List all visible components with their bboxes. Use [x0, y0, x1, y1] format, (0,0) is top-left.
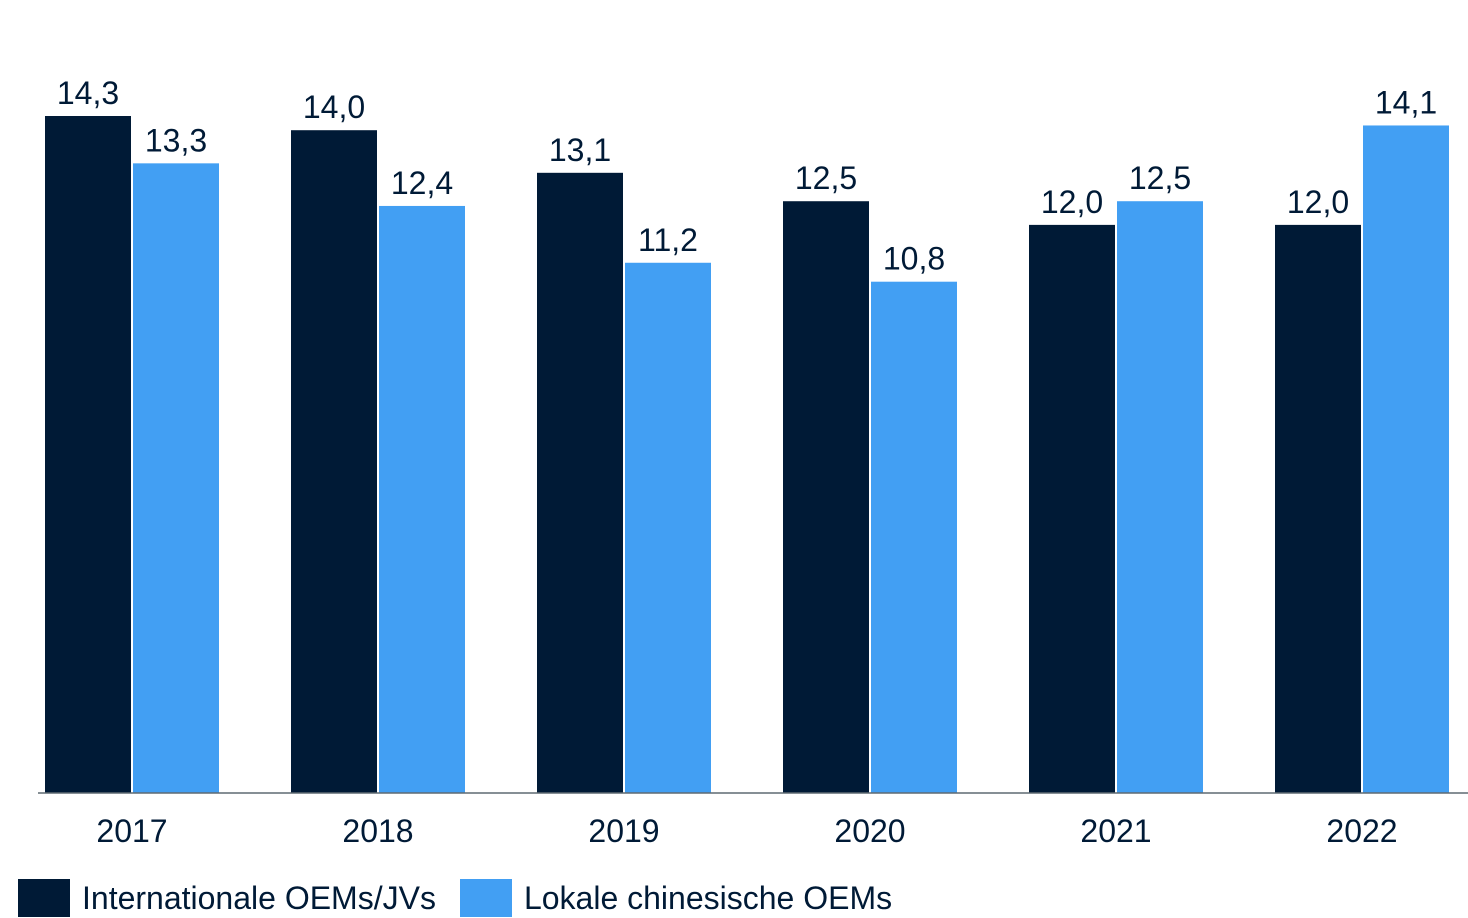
legend-item-international: Internationale OEMs/JVs	[18, 879, 436, 917]
legend: Internationale OEMs/JVs Lokale chinesisc…	[18, 878, 916, 918]
value-label-local-2022: 14,1	[1375, 84, 1437, 120]
bar-international-2022	[1275, 224, 1361, 793]
x-tick-label-2019: 2019	[588, 813, 659, 849]
legend-label-local: Lokale chinesische OEMs	[523, 879, 893, 916]
x-tick-label-2020: 2020	[834, 813, 905, 849]
x-tick-label-2017: 2017	[96, 813, 167, 849]
bar-international-2021	[1029, 224, 1115, 793]
value-label-international-2018: 14,0	[303, 89, 365, 125]
value-label-local-2019: 11,2	[638, 222, 698, 258]
value-label-local-2021: 12,5	[1129, 160, 1191, 196]
bar-local-2019	[625, 262, 711, 794]
x-tick-label-2018: 2018	[342, 813, 413, 849]
value-label-international-2019: 13,1	[549, 132, 611, 168]
bar-international-2017	[45, 116, 131, 793]
value-label-international-2017: 14,3	[57, 75, 119, 111]
bar-international-2020	[783, 201, 869, 793]
bar-local-2018	[379, 205, 465, 793]
x-tick-label-2021: 2021	[1080, 813, 1151, 849]
value-label-local-2017: 13,3	[145, 122, 207, 158]
bars-group	[45, 116, 1449, 794]
bar-local-2021	[1117, 201, 1203, 793]
value-label-international-2020: 12,5	[795, 160, 857, 196]
x-tick-labels-group: 2017 2018 2019 2020 2021 2022	[96, 813, 1397, 849]
legend-swatch-local	[459, 879, 512, 917]
value-label-international-2022: 12,0	[1287, 184, 1349, 220]
bar-local-2022	[1363, 125, 1449, 794]
x-tick-label-2022: 2022	[1326, 813, 1397, 849]
legend-label-international: Internationale OEMs/JVs	[82, 879, 436, 916]
value-label-international-2021: 12,0	[1041, 184, 1103, 220]
bar-international-2019	[537, 172, 623, 794]
bar-local-2017	[133, 163, 219, 793]
legend-item-local: Lokale chinesische OEMs	[459, 879, 893, 917]
value-label-local-2018: 12,4	[391, 165, 453, 201]
value-label-local-2020: 10,8	[883, 241, 945, 277]
legend-swatch-international	[18, 879, 70, 917]
bar-chart: 14,3 13,3 14,0 12,4 13,1 11,2 12,5 10,8 12,0 12,5…	[38, 75, 1468, 849]
bar-international-2018	[291, 130, 377, 793]
bar-local-2020	[871, 281, 957, 793]
value-labels-group: 14,3 13,3 14,0 12,4 13,1 11,2 12,5 10,8 12,0 12,5…	[57, 75, 1437, 277]
